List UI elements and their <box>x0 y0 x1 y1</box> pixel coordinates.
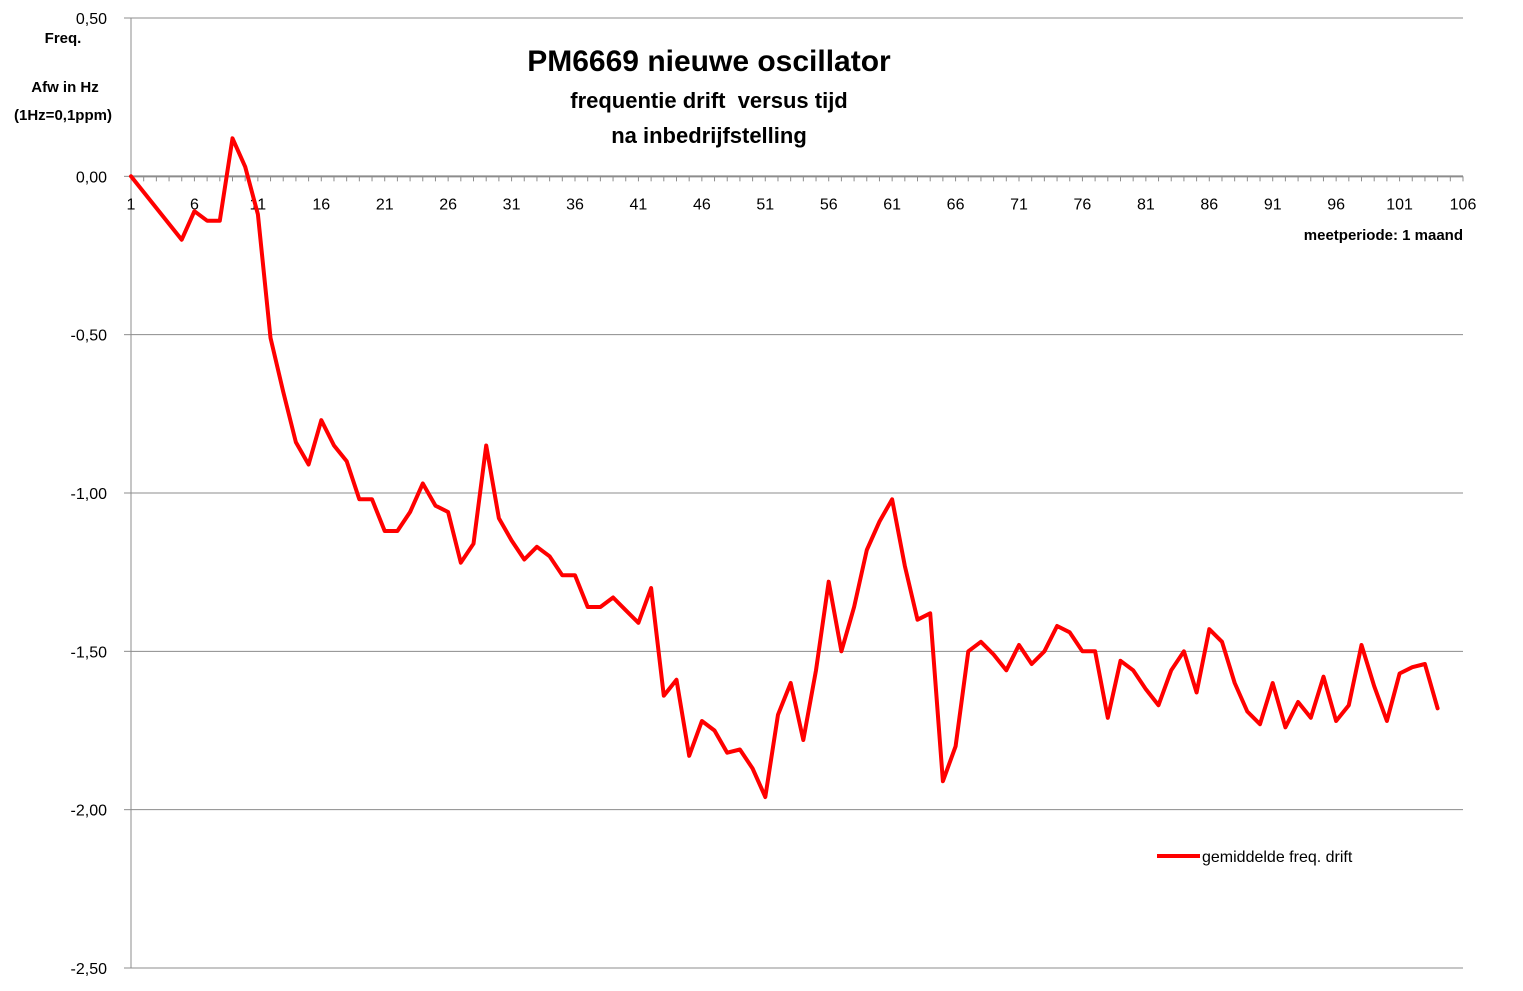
y-tick-label: 0,00 <box>76 169 107 186</box>
gridlines <box>131 17 1463 969</box>
chart-subtitle-line-2: na inbedrijfstelling <box>611 123 807 148</box>
y-axis-title-line-3: (1Hz=0,1ppm) <box>14 107 112 124</box>
y-axis: 0,50 0,00 -0,50 -1,00 -1,50 -2,00 -2,50 <box>71 11 132 978</box>
x-tick-label: 41 <box>630 196 648 213</box>
x-axis: 1 6 11 16 21 26 31 36 41 46 51 56 61 66 71 76 81 86 91 96 10… <box>127 175 1477 213</box>
x-tick-label: 36 <box>566 196 584 213</box>
x-tick-label: 106 <box>1450 196 1477 213</box>
x-tick-label: 66 <box>947 196 965 213</box>
y-tick-label: -2,00 <box>71 803 108 820</box>
legend-label: gemiddelde freq. drift <box>1202 849 1353 866</box>
series-layer <box>129 136 1440 799</box>
y-tick-label: -1,50 <box>71 644 108 661</box>
x-tick-label: 71 <box>1010 196 1028 213</box>
y-axis-title-line-2: Afw in Hz <box>31 79 99 96</box>
x-tick-label: 26 <box>439 196 457 213</box>
x-tick-label: 51 <box>756 196 774 213</box>
chart-title: PM6669 nieuwe oscillator <box>527 45 891 78</box>
y-tick-label: -2,50 <box>71 961 108 978</box>
chart-subtitle-line-1: frequentie drift versus tijd <box>570 88 848 113</box>
y-tick-label: -1,00 <box>71 486 108 503</box>
x-tick-label: 46 <box>693 196 711 213</box>
x-tick-label: 56 <box>820 196 838 213</box>
legend: gemiddelde freq. drift <box>1157 849 1353 866</box>
x-tick-label: 86 <box>1200 196 1218 213</box>
y-tick-label: 0,50 <box>76 11 107 28</box>
x-tick-label: 81 <box>1137 196 1155 213</box>
x-tick-label: 101 <box>1386 196 1413 213</box>
x-tick-label: 21 <box>376 196 394 213</box>
x-tick-label: 31 <box>503 196 521 213</box>
x-tick-label: 96 <box>1327 196 1345 213</box>
x-tick-label: 6 <box>190 196 199 213</box>
y-axis-title-line-1: Freq. <box>45 30 82 47</box>
x-tick-label: 61 <box>883 196 901 213</box>
x-tick-label: 76 <box>1074 196 1092 213</box>
x-tick-label: 91 <box>1264 196 1282 213</box>
x-tick-label: 1 <box>127 196 136 213</box>
series-line <box>129 136 1440 799</box>
y-tick-label: -0,50 <box>71 328 108 345</box>
x-axis-title: meetperiode: 1 maand <box>1304 227 1463 244</box>
x-tick-label: 16 <box>312 196 330 213</box>
